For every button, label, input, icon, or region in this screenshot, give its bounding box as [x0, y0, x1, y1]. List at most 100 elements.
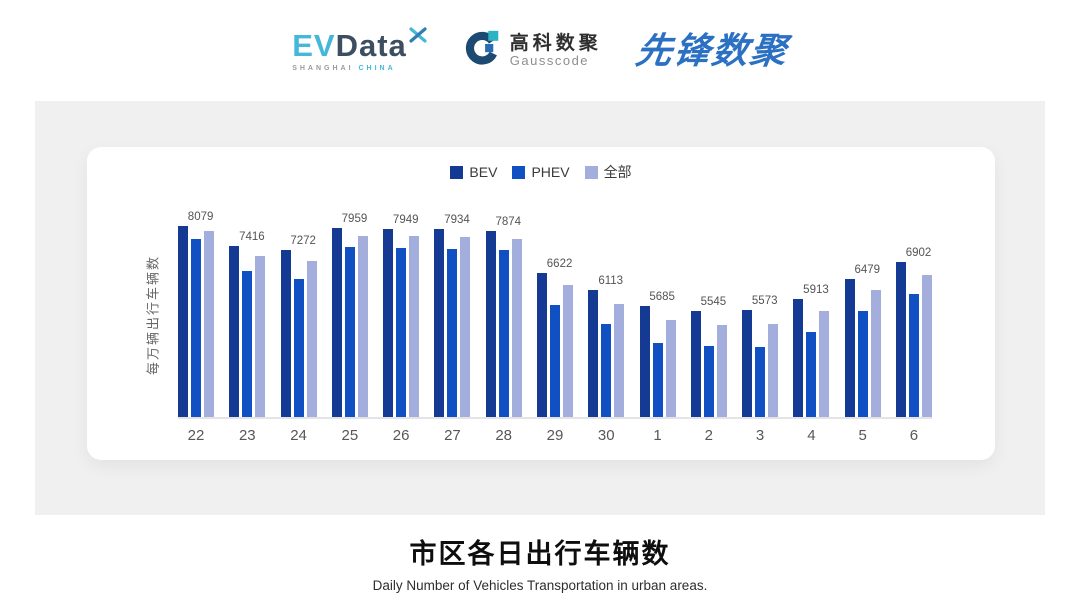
legend-item-phev[interactable]: PHEV	[512, 164, 570, 180]
x-axis-label: 1	[653, 427, 662, 444]
bar-bev[interactable]	[178, 226, 188, 417]
bar-bev[interactable]	[280, 250, 291, 417]
bar-bev[interactable]	[331, 228, 342, 417]
bar-bev[interactable]	[588, 290, 599, 417]
value-label: 5545	[700, 296, 727, 308]
x-axis-label: 3	[755, 427, 765, 444]
bar-group: 6902 6	[895, 212, 932, 444]
bar-bev[interactable]	[639, 306, 650, 417]
bar-all[interactable]	[768, 324, 779, 417]
bar-phev[interactable]	[396, 248, 407, 417]
plot-area: 8079 22 7416 23 7272 24 7959 25 7949 26 7934 27 7874…	[178, 211, 932, 444]
legend-label-bev: BEV	[469, 164, 498, 180]
bar-bev[interactable]	[229, 246, 240, 417]
gausscode-logo: 高科数聚 Gausscode	[461, 29, 602, 74]
legend-swatch-phev	[512, 165, 526, 179]
value-label: 7874	[495, 216, 522, 228]
bar-phev[interactable]	[549, 305, 560, 417]
bar-bev[interactable]	[536, 273, 547, 417]
bar-bev[interactable]	[742, 310, 753, 417]
value-label: 8079	[187, 211, 214, 223]
bar-all[interactable]	[614, 304, 625, 417]
bar-phev[interactable]	[242, 271, 253, 417]
bar-all[interactable]	[870, 290, 881, 417]
bar-group: 7934 27	[434, 212, 471, 444]
bar-group: 5545 2	[690, 212, 727, 444]
bar-bev[interactable]	[434, 229, 445, 417]
bar-phev[interactable]	[601, 324, 612, 417]
value-label: 7934	[444, 214, 470, 226]
legend-swatch-bev	[450, 165, 464, 179]
chart-subtitle: Daily Number of Vehicles Transportation …	[372, 578, 708, 593]
bar-phev[interactable]	[857, 311, 868, 417]
value-label: 6902	[905, 247, 932, 259]
y-axis-title: 每万辆出行车辆数	[145, 254, 161, 376]
bar-bev[interactable]	[895, 262, 906, 417]
gausscode-cn-label: 高科数聚	[509, 32, 602, 54]
bar-phev[interactable]	[293, 279, 304, 417]
bar-group: 5573 3	[742, 212, 779, 444]
bar-phev[interactable]	[908, 294, 919, 417]
bar-group: 7949 26	[383, 212, 420, 444]
x-axis-label: 29	[546, 427, 564, 444]
x-axis-label: 23	[238, 427, 256, 444]
bar-group: 7959 25	[331, 212, 368, 444]
bar-all[interactable]	[409, 236, 420, 417]
chart-band: BEV PHEV 全部 每万辆出行车辆数 8079 22 7416 23 7272 24 795…	[35, 101, 1045, 515]
value-label: 6113	[598, 275, 624, 287]
legend-item-bev[interactable]: BEV	[450, 164, 497, 180]
x-axis-label: 4	[807, 427, 816, 444]
footer: 市区各日出行车辆数 Daily Number of Vehicles Trans…	[0, 532, 1080, 593]
chart-card: BEV PHEV 全部 每万辆出行车辆数 8079 22 7416 23 7272 24 795…	[87, 147, 995, 460]
x-axis-label: 27	[444, 427, 461, 444]
x-axis-label: 25	[341, 427, 359, 444]
bar-group: 6479 5	[844, 212, 881, 444]
bar-group: 8079 22	[178, 211, 214, 444]
bar-bev[interactable]	[690, 311, 701, 417]
bar-bev[interactable]	[485, 231, 496, 417]
bar-all[interactable]	[204, 231, 214, 417]
bar-phev[interactable]	[703, 346, 714, 417]
value-label: 5685	[649, 291, 675, 303]
bar-all[interactable]	[306, 261, 317, 417]
header: EV Data SHANGHAI CHINA 高科数聚 Gausscode 先锋	[0, 20, 1080, 82]
bar-phev[interactable]	[344, 247, 355, 417]
bar-bev[interactable]	[793, 299, 804, 417]
bar-group: 5913 4	[793, 212, 830, 444]
bar-phev[interactable]	[191, 239, 201, 417]
bar-all[interactable]	[921, 275, 932, 417]
bar-bev[interactable]	[844, 279, 855, 417]
x-axis-label: 6	[909, 427, 919, 444]
legend-item-all[interactable]: 全部	[584, 162, 632, 182]
bar-all[interactable]	[665, 320, 676, 417]
evdata-logo: EV Data SHANGHAI CHINA	[292, 27, 427, 72]
bar-phev[interactable]	[652, 343, 663, 417]
bar-all[interactable]	[716, 325, 727, 417]
bar-group: 6622 29	[536, 212, 573, 444]
evdata-logo-data: Data	[335, 28, 407, 63]
bar-all[interactable]	[357, 236, 368, 417]
chart-title: 市区各日出行车辆数	[409, 539, 671, 569]
bar-phev[interactable]	[755, 347, 766, 417]
bar-phev[interactable]	[498, 250, 509, 417]
x-axis-label: 28	[495, 427, 513, 444]
legend-label-phev: PHEV	[531, 164, 570, 180]
bar-all[interactable]	[255, 256, 266, 417]
bar-all[interactable]	[511, 239, 522, 417]
gausscode-g-icon	[461, 29, 501, 74]
bar-bev[interactable]	[383, 229, 394, 417]
x-axis-label: 22	[187, 427, 205, 444]
value-label: 6479	[854, 264, 881, 276]
value-label: 7416	[239, 231, 265, 243]
legend-label-all: 全部	[603, 164, 632, 180]
bar-all[interactable]	[460, 237, 471, 417]
bar-phev[interactable]	[447, 249, 458, 417]
x-axis-label: 2	[704, 427, 713, 444]
value-label: 7949	[392, 214, 419, 226]
bar-all[interactable]	[819, 311, 830, 417]
xianfeng-logo: 先锋数聚	[632, 30, 791, 71]
value-label: 6622	[546, 258, 573, 270]
bar-all[interactable]	[562, 285, 573, 417]
bar-group: 7874 28	[485, 212, 522, 444]
bar-phev[interactable]	[806, 332, 817, 417]
